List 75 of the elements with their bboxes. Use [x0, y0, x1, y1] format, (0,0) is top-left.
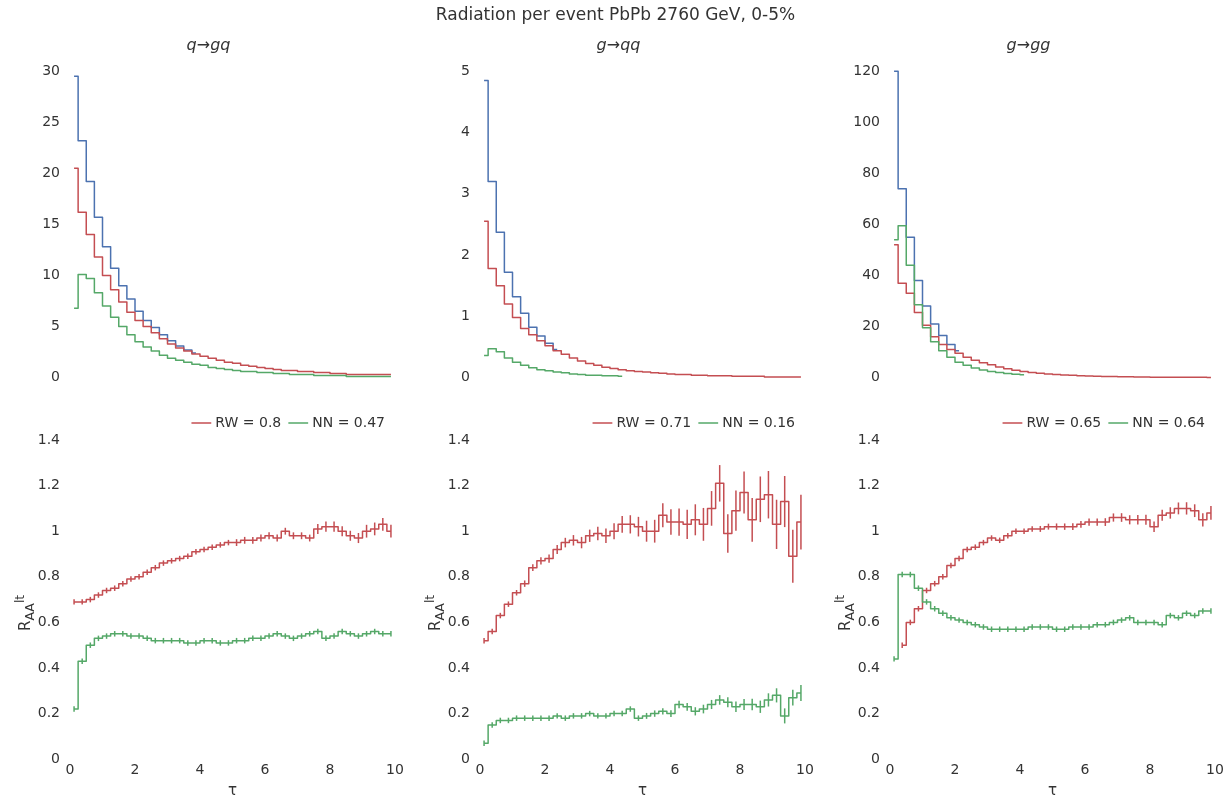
x-tick-label: 10: [386, 761, 404, 778]
y-tick-label: 120: [853, 61, 880, 78]
x-tick-label: 6: [1080, 761, 1090, 778]
y-tick-label: 40: [862, 266, 880, 283]
y-tick-label: 0.2: [857, 704, 880, 721]
x-axis-title: τ: [637, 780, 648, 799]
y-tick-label: 0.8: [447, 567, 470, 584]
x-tick-label: 0: [885, 761, 895, 778]
y-tick-label: 0: [871, 749, 880, 766]
y-tick-label: 0.4: [857, 658, 881, 675]
x-tick-label: 8: [325, 761, 335, 778]
y-tick-label: 0: [51, 368, 60, 385]
y-tick-label: 1.4: [447, 430, 471, 447]
legend-label: RW = 0.8: [215, 413, 282, 430]
y-tick-label: 3: [461, 184, 470, 201]
text: Radiation per event PbPb 2760 GeV, 0-5%: [434, 4, 797, 24]
y-tick-label: 0.6: [447, 613, 471, 630]
y-tick-label: 20: [862, 317, 880, 334]
y-tick-label: 0: [51, 749, 60, 766]
y-tick-label: 0.2: [447, 704, 470, 721]
x-tick-label: 8: [1145, 761, 1155, 778]
legend-label: NN = 0.64: [1132, 413, 1206, 430]
y-tick-label: 5: [461, 61, 470, 78]
x-tick-label: 4: [195, 761, 205, 778]
legend-label: NN = 0.47: [312, 413, 385, 430]
y-tick-label: 15: [42, 215, 60, 232]
legend-label: NN = 0.16: [722, 413, 796, 430]
x-tick-label: 6: [260, 761, 270, 778]
y-tick-label: 0: [871, 368, 880, 385]
y-tick-label: 1.2: [37, 476, 60, 493]
y-tick-label: 100: [853, 112, 880, 129]
legend-label: RW = 0.65: [1026, 413, 1102, 430]
y-tick-label: 30: [42, 61, 60, 78]
y-tick-label: 1.2: [447, 476, 470, 493]
y-tick-label: 1.4: [37, 430, 61, 447]
x-tick-label: 2: [130, 761, 140, 778]
y-tick-label: 25: [42, 112, 60, 129]
x-axis-title: τ: [227, 780, 238, 799]
x-tick-label: 8: [735, 761, 745, 778]
x-tick-label: 2: [540, 761, 550, 778]
y-tick-label: 1.4: [857, 430, 881, 447]
y-tick-label: 1: [871, 521, 880, 538]
y-tick-label: 5: [51, 317, 60, 334]
x-tick-label: 4: [605, 761, 615, 778]
y-tick-label: 20: [42, 163, 60, 180]
x-tick-label: 2: [950, 761, 960, 778]
x-tick-label: 0: [65, 761, 75, 778]
y-tick-label: 1: [461, 521, 470, 538]
x-tick-label: 6: [670, 761, 680, 778]
y-tick-label: 0: [461, 368, 470, 385]
x-tick-label: 10: [796, 761, 814, 778]
y-tick-label: 0.6: [37, 613, 61, 630]
y-tick-label: 0.4: [447, 658, 471, 675]
y-tick-label: 0.8: [857, 567, 880, 584]
x-tick-label: 4: [1015, 761, 1025, 778]
y-tick-label: 2: [461, 245, 470, 262]
chart-title: g→gg: [1006, 34, 1051, 54]
legend-label: RW = 0.71: [616, 413, 692, 430]
y-tick-label: 0.6: [857, 613, 881, 630]
y-tick-label: 80: [862, 163, 880, 180]
x-axis-title: τ: [1047, 780, 1058, 799]
y-tick-label: 0: [461, 749, 470, 766]
y-tick-label: 0.8: [37, 567, 60, 584]
y-tick-label: 1.2: [857, 476, 880, 493]
chart-title: g→qq: [596, 34, 641, 54]
y-tick-label: 4: [461, 123, 471, 140]
y-tick-label: 60: [862, 215, 880, 232]
y-tick-label: 1: [51, 521, 60, 538]
x-tick-label: 10: [1206, 761, 1224, 778]
y-tick-label: 0.4: [37, 658, 61, 675]
y-tick-label: 0.2: [37, 704, 60, 721]
y-tick-label: 10: [42, 266, 60, 283]
chart-title: q→gq: [186, 34, 231, 54]
x-tick-label: 0: [475, 761, 485, 778]
y-tick-label: 1: [461, 306, 470, 323]
